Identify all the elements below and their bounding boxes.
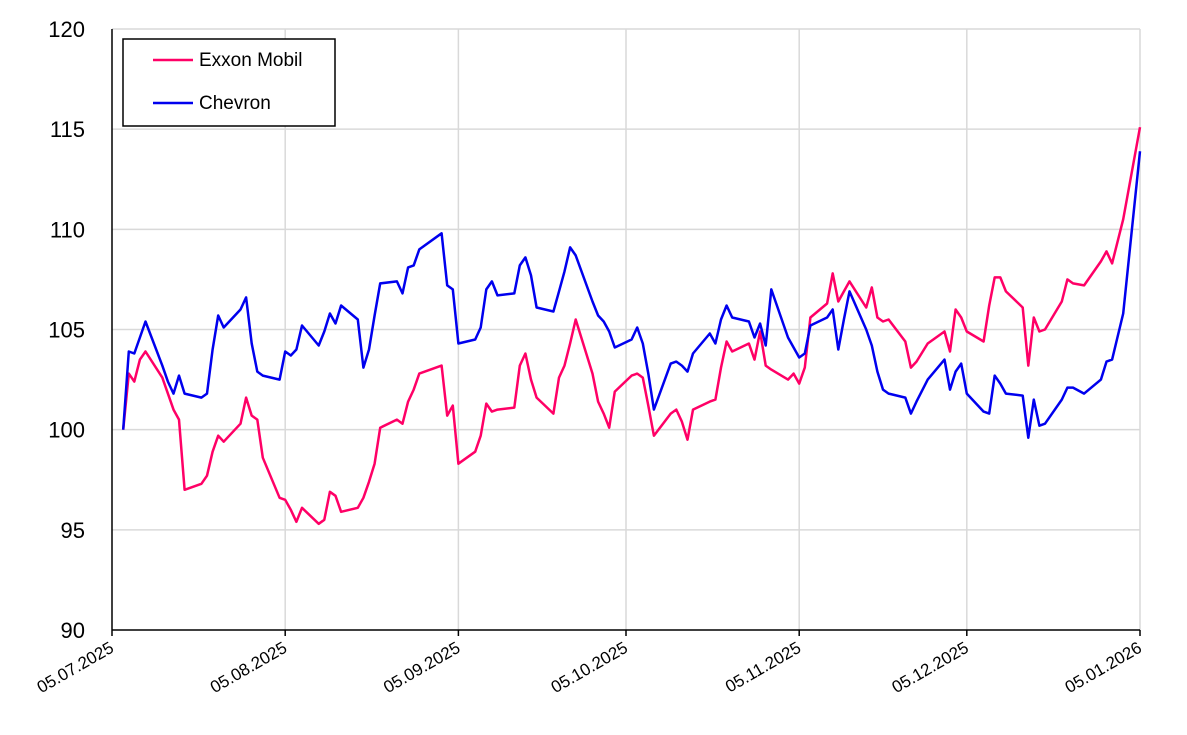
- legend-label-chevron: Chevron: [199, 93, 271, 114]
- x-tick-label: 05.10.2025: [548, 638, 631, 697]
- x-tick-label: 05.01.2026: [1062, 638, 1145, 697]
- y-tick-label: 105: [48, 318, 85, 343]
- legend-label-exxon-mobil: Exxon Mobil: [199, 50, 303, 71]
- series-line-exxon-mobil: [121, 126, 1142, 526]
- y-tick-label: 120: [48, 17, 85, 42]
- y-tick-label: 95: [61, 518, 85, 543]
- x-tick-label: 05.11.2025: [722, 638, 804, 696]
- series-lines: [121, 126, 1142, 526]
- x-tick-label: 05.07.2025: [34, 638, 117, 697]
- series-line-chevron: [121, 151, 1142, 439]
- x-tick-label: 05.09.2025: [380, 638, 463, 697]
- y-tick-label: 110: [50, 217, 85, 242]
- y-tick-label: 90: [61, 618, 85, 643]
- legend-box: [122, 38, 336, 127]
- legend: Exxon Mobil Chevron: [122, 38, 336, 127]
- y-tick-label: 115: [50, 117, 85, 142]
- x-tick-label: 05.12.2025: [889, 638, 972, 697]
- y-tick-label: 100: [48, 418, 85, 443]
- x-tick-label: 05.08.2025: [207, 638, 290, 697]
